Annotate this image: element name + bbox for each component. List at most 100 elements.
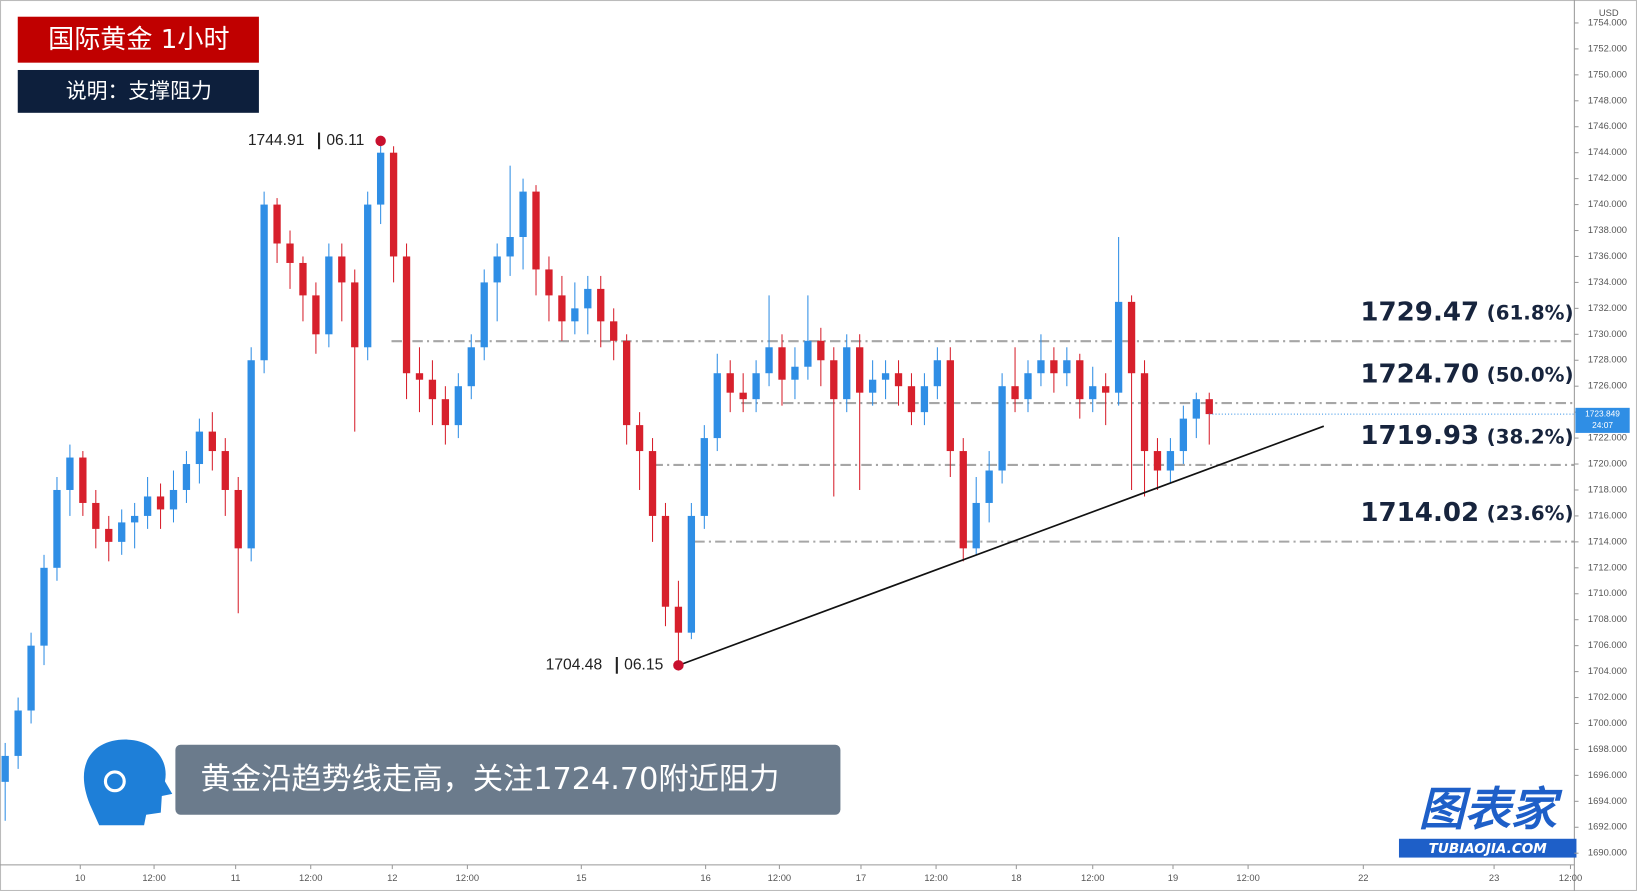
candle-body — [972, 502, 980, 549]
candle-body — [739, 392, 747, 400]
candle-body — [105, 528, 113, 542]
swing-date: 06.15 — [624, 657, 663, 674]
candle-body — [700, 438, 708, 516]
y-tick-label: 1744.000 — [1588, 146, 1627, 157]
y-tick-label: 1718.000 — [1588, 483, 1627, 494]
candle-body — [169, 489, 178, 510]
candle-body — [66, 457, 74, 490]
y-tick-label: 1694.000 — [1588, 795, 1627, 806]
candle-body — [1166, 451, 1175, 471]
chart-title: 国际黄金 1小时 — [48, 25, 229, 55]
candle-body — [778, 347, 786, 380]
candle-body — [376, 152, 385, 205]
candle-body — [40, 567, 48, 646]
x-tick-label: 12:00 — [142, 872, 165, 883]
y-tick-label: 1722.000 — [1588, 432, 1627, 443]
candle-body — [1063, 360, 1071, 374]
logo-bar — [1398, 838, 1577, 858]
candle-body — [1024, 373, 1032, 400]
candle-body — [467, 347, 475, 387]
fib-ratio: (38.2%) — [1487, 425, 1574, 448]
y-tick-label: 1710.000 — [1588, 587, 1627, 598]
fib-price: 1719.93 — [1360, 421, 1479, 451]
title-box — [17, 16, 259, 63]
candle-body — [312, 295, 320, 335]
y-tick-label: 1702.000 — [1588, 691, 1627, 702]
y-tick-label: 1740.000 — [1588, 198, 1627, 209]
y-tick-label: 1754.000 — [1588, 16, 1627, 27]
candle-body — [351, 282, 359, 348]
y-tick-label: 1692.000 — [1588, 821, 1627, 832]
candle-body — [1050, 360, 1058, 374]
fib-ratio: (23.6%) — [1487, 502, 1574, 525]
y-tick-label: 1742.000 — [1588, 172, 1627, 183]
swing-price: 1704.48 — [546, 657, 603, 674]
y-tick-label: 1732.000 — [1588, 302, 1627, 313]
candle-body — [234, 489, 242, 549]
y-tick-label: 1704.000 — [1588, 665, 1627, 676]
candle-body — [273, 204, 281, 244]
swing-dot — [375, 135, 386, 147]
candle-body — [804, 340, 812, 367]
x-tick-label: 12:00 — [299, 872, 322, 883]
y-tick-label: 1700.000 — [1588, 717, 1627, 728]
y-tick-label: 1716.000 — [1588, 509, 1627, 520]
candle-body — [843, 347, 851, 400]
candle-body — [454, 386, 462, 426]
candle-body — [907, 386, 916, 413]
candle-body — [519, 191, 527, 238]
candle-body — [894, 373, 903, 387]
plot-layer — [1, 140, 1575, 821]
x-tick-label: 12:00 — [1559, 872, 1582, 883]
candle-body — [364, 204, 372, 348]
candle-body — [571, 308, 579, 322]
fib-price: 1729.47 — [1360, 297, 1479, 327]
candle-body — [389, 152, 398, 257]
x-tick-label: 17 — [856, 872, 866, 883]
y-tick-label: 1726.000 — [1588, 380, 1627, 391]
candle-body — [130, 515, 139, 523]
candle-body — [933, 360, 942, 387]
y-tick-label: 1748.000 — [1588, 94, 1627, 105]
fib-ratio: (50.0%) — [1487, 363, 1574, 386]
candle-body — [881, 373, 890, 380]
candle-body — [402, 256, 411, 374]
candle-body — [1076, 360, 1084, 400]
caption-text: 黄金沿趋势线走高，关注1724.70附近阻力 — [200, 762, 779, 797]
candle-body — [156, 496, 165, 510]
x-tick-label: 12:00 — [1081, 872, 1104, 883]
candle-body — [118, 522, 126, 542]
candle-body — [726, 373, 734, 393]
candle-body — [143, 496, 152, 516]
x-tick-label: 12:00 — [924, 872, 947, 883]
logo-text: 图表家 — [1419, 782, 1563, 836]
y-tick-label: 1738.000 — [1588, 224, 1627, 235]
x-tick-label: 12:00 — [1236, 872, 1259, 883]
y-tick-label: 1734.000 — [1588, 276, 1627, 287]
candle-body — [247, 360, 255, 549]
fib-ratio: (61.8%) — [1487, 302, 1574, 325]
candle-body — [27, 645, 35, 711]
x-tick-label: 18 — [1011, 872, 1021, 883]
candle-body — [1153, 451, 1162, 471]
candle-body — [1205, 399, 1213, 415]
candle-body — [14, 710, 22, 756]
y-tick-label: 1698.000 — [1588, 743, 1627, 754]
candle-body — [610, 321, 618, 341]
y-tick-label: 1746.000 — [1588, 120, 1627, 131]
swing-dot — [673, 660, 684, 671]
candle-body — [817, 340, 825, 361]
candle-body — [1114, 301, 1123, 393]
y-tick-label: 1714.000 — [1588, 535, 1627, 546]
candle-body — [545, 269, 553, 296]
x-tick-label: 16 — [700, 872, 710, 883]
candle-body — [532, 191, 540, 270]
candle-body — [856, 347, 864, 393]
fib-price: 1724.70 — [1360, 359, 1479, 389]
logo: 图表家 TUBIAOJIA.COM — [1398, 782, 1577, 858]
candle-body — [597, 288, 605, 322]
x-tick-label: 22 — [1358, 872, 1368, 883]
y-tick-label: 1712.000 — [1588, 561, 1627, 572]
